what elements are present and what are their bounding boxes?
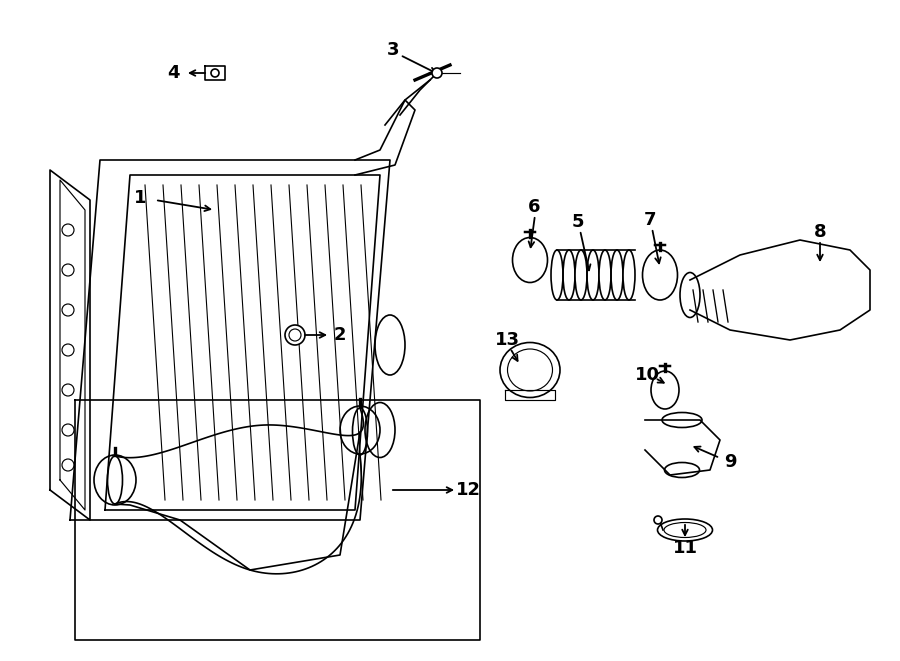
Ellipse shape: [500, 342, 560, 397]
Ellipse shape: [575, 250, 587, 300]
Polygon shape: [70, 160, 390, 520]
Text: 4: 4: [166, 64, 179, 82]
Text: 9: 9: [724, 453, 736, 471]
Ellipse shape: [658, 519, 713, 541]
Text: 11: 11: [672, 539, 698, 557]
Circle shape: [285, 325, 305, 345]
Text: 2: 2: [334, 326, 346, 344]
Text: 8: 8: [814, 223, 826, 241]
Text: 1: 1: [134, 189, 146, 207]
Polygon shape: [50, 170, 90, 520]
Circle shape: [654, 516, 662, 524]
Text: 13: 13: [494, 331, 519, 349]
Text: 7: 7: [644, 211, 656, 229]
Ellipse shape: [599, 250, 611, 300]
Text: 6: 6: [527, 198, 540, 216]
Text: 5: 5: [572, 213, 584, 231]
Polygon shape: [690, 240, 870, 340]
Polygon shape: [645, 420, 720, 475]
Polygon shape: [205, 66, 225, 80]
Text: 10: 10: [634, 366, 660, 384]
Circle shape: [432, 68, 442, 78]
Ellipse shape: [623, 250, 635, 300]
Ellipse shape: [551, 250, 563, 300]
Text: 12: 12: [455, 481, 481, 499]
Text: 3: 3: [387, 41, 400, 59]
